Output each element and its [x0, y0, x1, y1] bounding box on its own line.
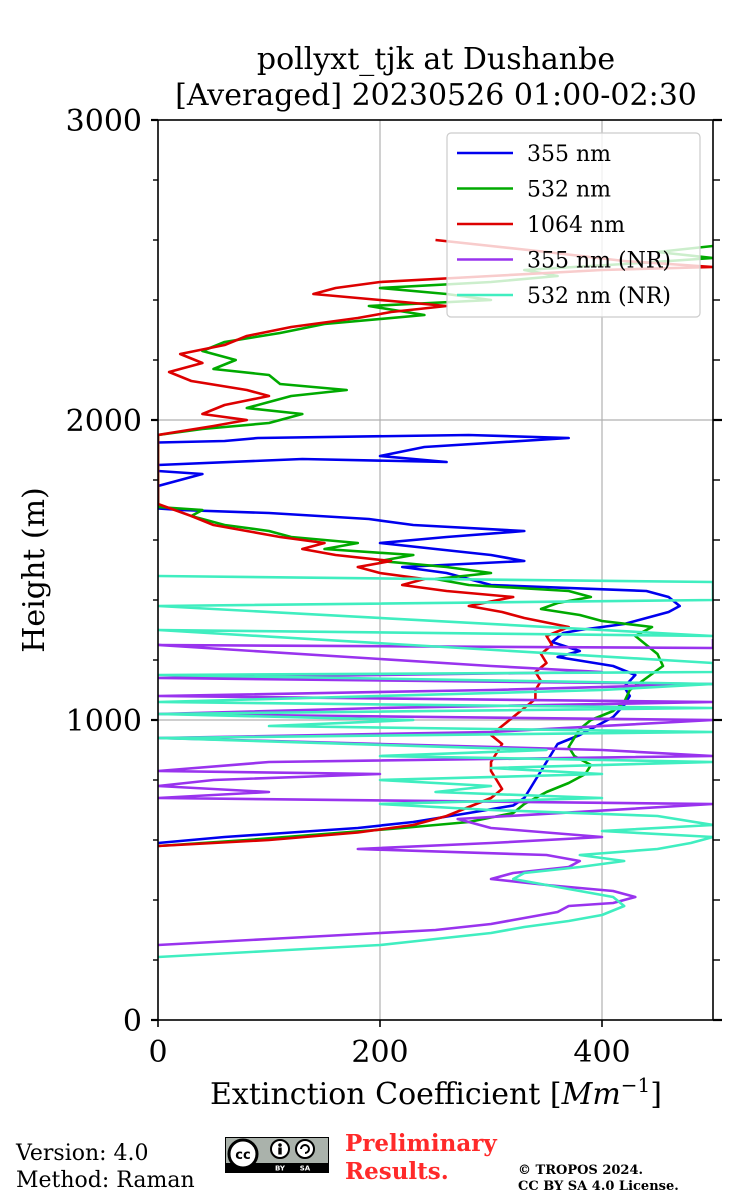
copyright-note: © TROPOS 2024. CC BY SA 4.0 License. — [518, 1163, 679, 1195]
y-tick-label: 0 — [123, 1004, 142, 1039]
chart-title-line-1: pollyxt_tjk at Dushanbe — [256, 42, 616, 77]
y-axis-label: Height (m) — [17, 487, 52, 652]
legend-label: 1064 nm — [527, 213, 625, 238]
y-tick-label: 2000 — [66, 404, 142, 439]
plot-frame — [157, 119, 714, 1021]
y-tick-label: 3000 — [66, 104, 142, 139]
legend-label: 532 nm — [527, 178, 611, 203]
x-tick-label: 400 — [573, 1035, 630, 1070]
copyright-line-1: © TROPOS 2024. — [518, 1163, 644, 1178]
x-tick-label: 0 — [148, 1035, 167, 1070]
x-tick-label: 200 — [351, 1035, 408, 1070]
series-line-4 — [158, 574, 713, 959]
legend-box — [446, 132, 701, 318]
legend-label: 532 nm (NR) — [527, 284, 671, 309]
x-axis-label: Extinction Coefficient [Mm−1] — [210, 1073, 662, 1112]
cc-by-sa-icon: cc BY SA — [225, 1137, 329, 1173]
copyright-line-2: CC BY SA 4.0 License. — [518, 1179, 679, 1194]
legend: 355 nm 532 nm 1064 nm 355 nm (NR) 532 nm (NR… — [446, 132, 701, 318]
series-line-3 — [158, 639, 713, 947]
by-label: BY — [275, 1165, 286, 1173]
version-text: Version: 4.0 — [16, 1141, 149, 1166]
method-text: Method: Raman — [16, 1168, 195, 1193]
axis-ticks: 0 200 400 0 1000 2000 3000 — [66, 104, 722, 1070]
series-group — [158, 238, 713, 959]
legend-label: 355 nm (NR) — [527, 249, 671, 274]
cc-letters: cc — [235, 1148, 250, 1163]
series-line-1 — [158, 244, 713, 848]
preliminary-line-2: Results. — [345, 1158, 449, 1185]
extinction-profile-chart: 0 200 400 0 1000 2000 3000 355 nm 532 nm 1064 nm… — [17, 104, 722, 1112]
preliminary-line-1: Preliminary — [345, 1130, 497, 1157]
chart-title-line-2: [Averaged] 20230526 01:00-02:30 — [175, 78, 697, 113]
legend-label: 355 nm — [527, 142, 611, 167]
y-tick-label: 1000 — [66, 704, 142, 739]
sa-label: SA — [300, 1165, 311, 1173]
preliminary-results-note: Preliminary Results. — [345, 1130, 497, 1186]
